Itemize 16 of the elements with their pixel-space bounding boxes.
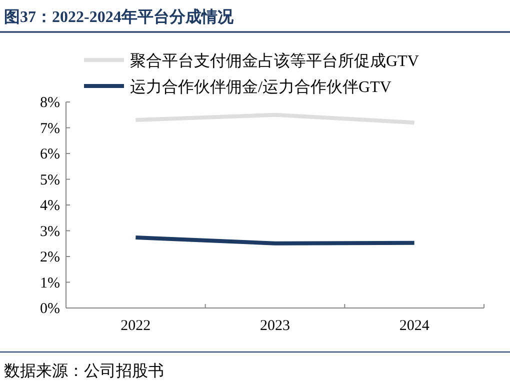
y-tick-label: 7% [40,120,60,137]
y-tick-label: 2% [40,250,60,266]
x-tick-label: 2022 [120,318,151,334]
chart-title: 图37：2022-2024年平台分成情况 [4,8,234,26]
x-tick-label: 2023 [260,318,290,334]
legend-label: 聚合平台支付佣金占该等平台所促成GTV [130,52,420,70]
y-tick-label: 8% [40,95,60,111]
y-tick-label: 4% [40,198,60,214]
x-tick-label: 2024 [399,318,430,334]
legend-label: 运力合作伙伴佣金/运力合作伙伴GTV [130,78,392,96]
y-tick-label: 1% [40,275,60,292]
y-tick-label: 5% [40,172,60,188]
y-tick-label: 3% [40,224,60,240]
y-tick-label: 6% [40,146,60,162]
y-tick-label: 0% [40,301,60,317]
source-note: 数据来源：公司招股书 [4,362,164,380]
